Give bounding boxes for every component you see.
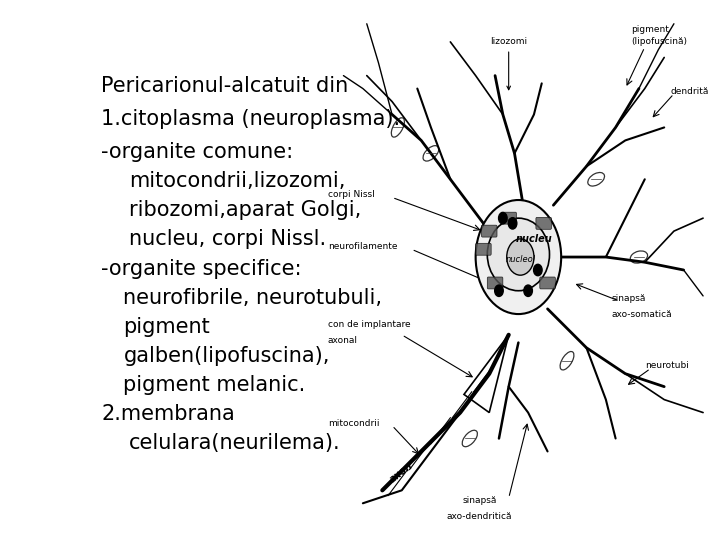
Circle shape bbox=[508, 218, 517, 229]
Circle shape bbox=[498, 212, 507, 224]
FancyBboxPatch shape bbox=[536, 218, 552, 230]
Circle shape bbox=[495, 285, 503, 296]
FancyBboxPatch shape bbox=[476, 244, 491, 255]
Text: mitocondrii,lizozomi,: mitocondrii,lizozomi, bbox=[129, 171, 346, 191]
Text: dendrită: dendrită bbox=[670, 87, 708, 96]
Text: ribozomi,aparat Golgi,: ribozomi,aparat Golgi, bbox=[129, 200, 361, 220]
Text: mitocondrii: mitocondrii bbox=[328, 418, 379, 428]
Circle shape bbox=[507, 239, 534, 275]
Text: neurofibrile, neurotubuli,: neurofibrile, neurotubuli, bbox=[124, 288, 382, 308]
Circle shape bbox=[534, 264, 542, 276]
Text: 1.citoplasma (neuroplasma).: 1.citoplasma (neuroplasma). bbox=[101, 109, 400, 129]
Text: nucleu, corpi Nissl.: nucleu, corpi Nissl. bbox=[129, 230, 326, 249]
Text: axon: axon bbox=[388, 460, 415, 484]
Text: 2.membrana: 2.membrana bbox=[101, 404, 235, 424]
FancyBboxPatch shape bbox=[540, 277, 555, 289]
Text: (lipofuscină): (lipofuscină) bbox=[631, 37, 687, 46]
FancyBboxPatch shape bbox=[487, 277, 503, 289]
Circle shape bbox=[476, 200, 561, 314]
Text: neurofilamente: neurofilamente bbox=[328, 242, 397, 251]
Text: Pericarionul-alcatuit din: Pericarionul-alcatuit din bbox=[101, 76, 348, 96]
Text: pigment melanic.: pigment melanic. bbox=[124, 375, 306, 395]
Text: -organite comune:: -organite comune: bbox=[101, 142, 293, 162]
Text: -organite specifice:: -organite specifice: bbox=[101, 259, 302, 279]
Text: sinapsă: sinapsă bbox=[612, 294, 646, 303]
FancyBboxPatch shape bbox=[501, 212, 516, 224]
Text: neurotubi: neurotubi bbox=[645, 361, 688, 370]
Text: pigment: pigment bbox=[124, 317, 210, 337]
Text: axo-dendritică: axo-dendritică bbox=[447, 512, 512, 521]
Text: lizozomi: lizozomi bbox=[490, 37, 527, 90]
Text: galben(lipofuscina),: galben(lipofuscina), bbox=[124, 346, 330, 366]
Text: axonal: axonal bbox=[328, 335, 358, 345]
Circle shape bbox=[524, 285, 532, 296]
Text: corpi Nissl: corpi Nissl bbox=[328, 191, 374, 199]
Text: pigment: pigment bbox=[631, 24, 669, 33]
Text: celulara(neurilema).: celulara(neurilema). bbox=[129, 433, 341, 453]
Text: con de implantare: con de implantare bbox=[328, 320, 410, 329]
Ellipse shape bbox=[487, 218, 549, 291]
Text: sinapsă: sinapsă bbox=[462, 496, 497, 505]
Text: nucleu: nucleu bbox=[516, 234, 552, 244]
FancyBboxPatch shape bbox=[482, 225, 497, 237]
Text: axo-somatică: axo-somatică bbox=[612, 309, 672, 319]
Text: nucleol: nucleol bbox=[505, 255, 536, 264]
